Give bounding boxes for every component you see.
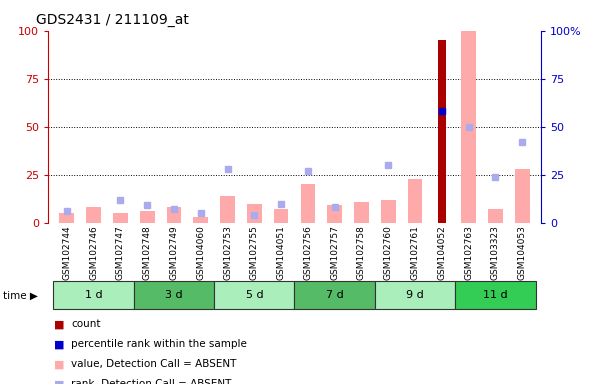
Text: 5 d: 5 d [245, 290, 263, 300]
Text: ■: ■ [54, 319, 64, 329]
Bar [438, 40, 446, 223]
Text: 7 d: 7 d [326, 290, 344, 300]
Text: ■: ■ [54, 379, 64, 384]
Text: 1 d: 1 d [85, 290, 102, 300]
Bar [87, 207, 101, 223]
Bar [407, 179, 423, 223]
Text: percentile rank within the sample: percentile rank within the sample [71, 339, 247, 349]
Text: rank, Detection Call = ABSENT: rank, Detection Call = ABSENT [71, 379, 231, 384]
Bar [461, 31, 476, 223]
Text: count: count [71, 319, 100, 329]
Bar [220, 196, 235, 223]
Bar [140, 211, 154, 223]
Text: 3 d: 3 d [165, 290, 183, 300]
Bar [300, 184, 316, 223]
Text: ■: ■ [54, 339, 64, 349]
Bar [166, 207, 182, 223]
Bar [59, 213, 74, 223]
Text: ■: ■ [54, 359, 64, 369]
Text: GDS2431 / 211109_at: GDS2431 / 211109_at [36, 13, 189, 27]
Bar [113, 213, 128, 223]
Bar [515, 169, 529, 223]
Text: 9 d: 9 d [406, 290, 424, 300]
Bar [328, 205, 342, 223]
Bar [381, 200, 395, 223]
Bar [488, 209, 502, 223]
Bar [354, 202, 369, 223]
Bar [247, 204, 261, 223]
Text: value, Detection Call = ABSENT: value, Detection Call = ABSENT [71, 359, 236, 369]
Bar [273, 209, 288, 223]
Text: time ▶: time ▶ [3, 290, 38, 300]
Text: 11 d: 11 d [483, 290, 508, 300]
Bar [194, 217, 208, 223]
